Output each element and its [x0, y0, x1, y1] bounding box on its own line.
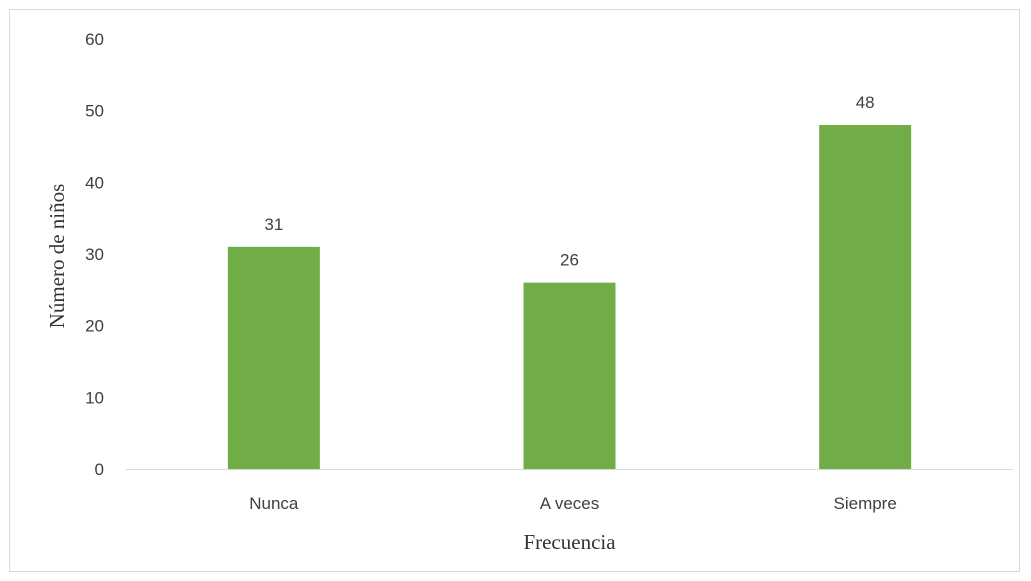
bar-a-veces [523, 282, 616, 469]
data-label: 31 [264, 215, 283, 234]
y-axis-title: Número de niños [45, 184, 69, 329]
y-tick-label: 20 [85, 317, 104, 336]
y-tick-label: 10 [85, 388, 104, 407]
y-tick-label: 50 [85, 102, 104, 121]
data-labels: 31 26 48 [264, 93, 874, 270]
data-label: 26 [560, 251, 579, 270]
bar-siempre [819, 125, 912, 469]
x-axis-title: Frecuencia [523, 530, 616, 554]
x-tick-label: A veces [540, 494, 600, 513]
y-tick-label: 30 [85, 245, 104, 264]
bars [227, 125, 912, 469]
x-axis-ticks: Nunca A veces Siempre [249, 494, 897, 513]
bar-nunca [227, 246, 320, 469]
y-tick-label: 60 [85, 30, 104, 49]
data-label: 48 [856, 93, 875, 112]
y-tick-label: 40 [85, 173, 104, 192]
y-axis-ticks: 0 10 20 30 40 50 60 [85, 30, 104, 479]
x-tick-label: Siempre [834, 494, 897, 513]
y-tick-label: 0 [95, 460, 104, 479]
x-tick-label: Nunca [249, 494, 299, 513]
